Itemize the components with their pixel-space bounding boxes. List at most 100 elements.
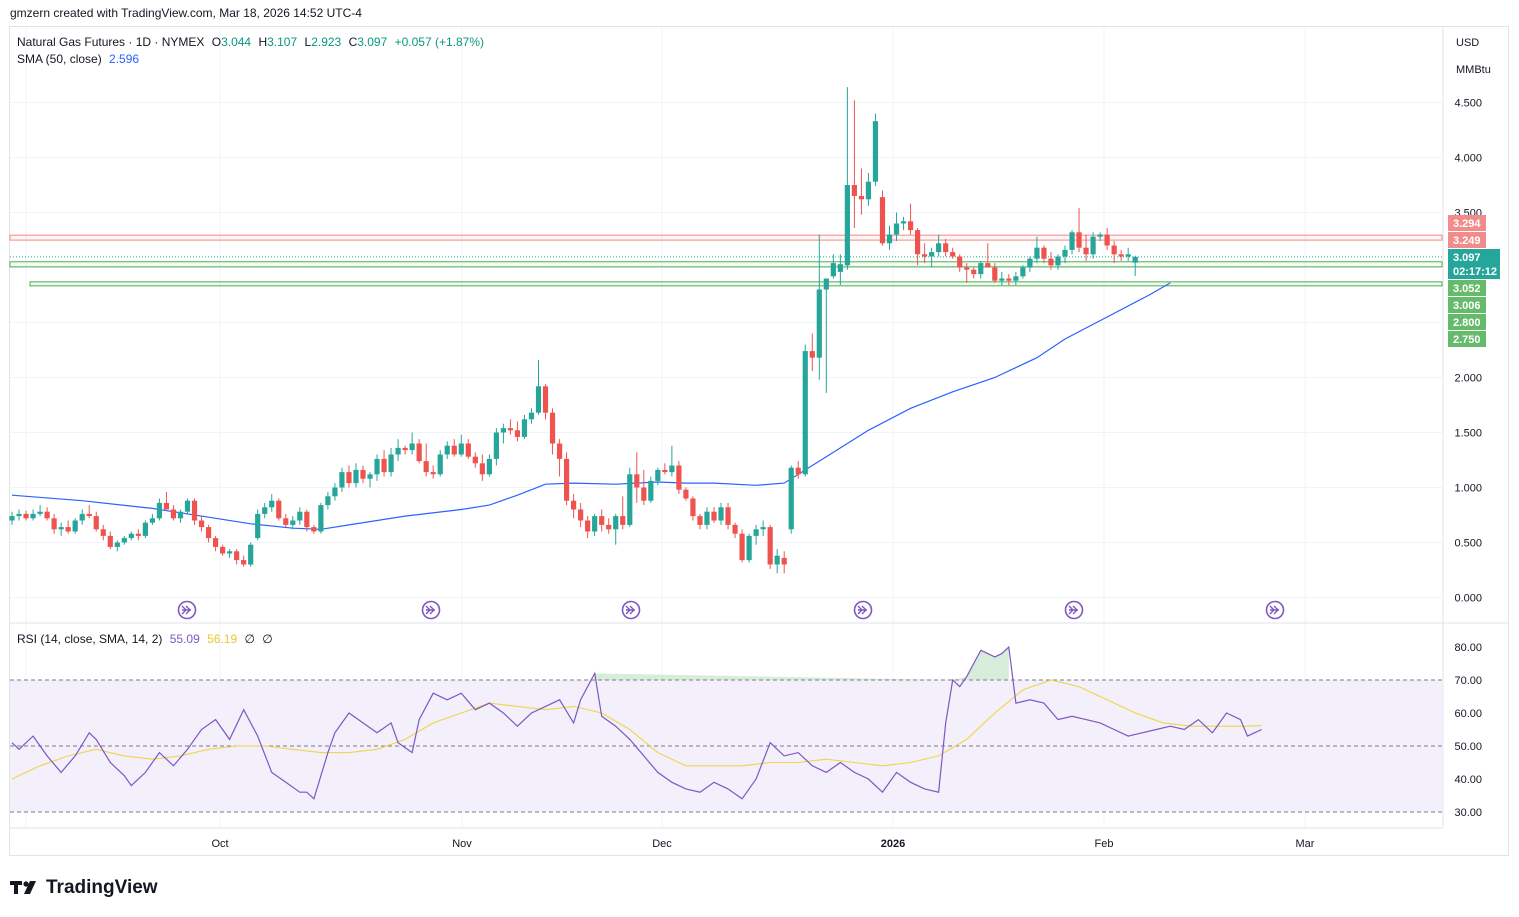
candle-body bbox=[500, 428, 506, 433]
candle-body bbox=[528, 412, 535, 420]
candle-body bbox=[156, 502, 163, 519]
candle-body bbox=[830, 263, 836, 277]
fast-forward-circle-icon[interactable] bbox=[177, 600, 197, 620]
grid-lines bbox=[10, 27, 1508, 829]
candle-body bbox=[486, 458, 492, 475]
candle-body bbox=[1118, 254, 1124, 257]
candle-body bbox=[711, 511, 717, 521]
candle-body bbox=[739, 533, 745, 561]
candle-body bbox=[332, 487, 338, 497]
candle-body bbox=[107, 535, 113, 547]
candle-body bbox=[269, 500, 275, 508]
fast-forward-circle-icon[interactable] bbox=[1064, 600, 1084, 620]
candle-body bbox=[620, 516, 626, 525]
candle-body bbox=[753, 529, 759, 536]
price-labels: 3.294 3.249 3.097 02:17:12 3.052 3.006 2.800 2.… bbox=[1448, 215, 1500, 347]
sma-legend: SMA (50, close) 2.596 bbox=[17, 52, 143, 66]
price-tick-label: 4.500 bbox=[1454, 98, 1482, 110]
candle-body bbox=[767, 527, 773, 565]
candle-body bbox=[30, 513, 36, 519]
candle-body bbox=[493, 432, 499, 459]
candle-body bbox=[669, 465, 675, 473]
low-value: 2.923 bbox=[311, 35, 342, 49]
tradingview-logo[interactable]: TradingView bbox=[10, 876, 158, 900]
candle-body bbox=[907, 221, 914, 231]
candle-body bbox=[416, 443, 422, 462]
tradingview-logo-icon bbox=[10, 876, 40, 900]
price-label-box bbox=[1448, 280, 1486, 296]
rsi-line bbox=[11, 645, 1262, 800]
candle-body bbox=[816, 289, 822, 358]
candle-body bbox=[585, 520, 591, 532]
candle-body bbox=[535, 386, 542, 413]
candle-body bbox=[44, 511, 50, 519]
candle-body bbox=[395, 447, 401, 455]
candle-body bbox=[1055, 256, 1061, 266]
support-zone bbox=[9, 261, 1443, 268]
candle-body bbox=[409, 443, 415, 451]
candle-body bbox=[514, 430, 521, 437]
price-tick-label: 0.500 bbox=[1454, 538, 1482, 550]
candle-body bbox=[648, 480, 654, 501]
fast-forward-circle-icon[interactable] bbox=[421, 600, 441, 620]
candle-body bbox=[634, 474, 640, 488]
candle-body bbox=[388, 454, 394, 473]
candle-body bbox=[662, 469, 668, 473]
candle-body bbox=[283, 518, 289, 525]
fast-forward-circle-icon[interactable] bbox=[1265, 600, 1285, 620]
fast-forward-circle-icon[interactable] bbox=[853, 600, 873, 620]
rsi-tick-label: 30.00 bbox=[1454, 807, 1482, 819]
candle-body bbox=[381, 458, 387, 473]
candle-body bbox=[205, 527, 212, 539]
price-legend: Natural Gas Futures · 1D · NYMEX O3.044 … bbox=[17, 35, 488, 49]
candle-body bbox=[23, 513, 29, 519]
candle-body bbox=[858, 196, 865, 200]
price-tick-label: 2.000 bbox=[1454, 373, 1482, 385]
candle-body bbox=[58, 527, 64, 530]
unit-label[interactable]: MMBtu bbox=[1456, 64, 1491, 76]
fast-forward-circle-icon[interactable] bbox=[621, 600, 641, 620]
candle-body bbox=[929, 252, 935, 257]
candle-body bbox=[1104, 234, 1110, 246]
candle-body bbox=[893, 223, 900, 235]
price-label-resistance: 3.294 bbox=[1453, 218, 1481, 230]
rsi-tick-label: 60.00 bbox=[1454, 708, 1482, 720]
candle-body bbox=[1083, 247, 1089, 255]
tradingview-logo-text: TradingView bbox=[46, 877, 158, 898]
change-value: +0.057 (+1.87%) bbox=[394, 35, 485, 49]
rsi-overbought-fill bbox=[594, 647, 1009, 680]
candle-body bbox=[100, 529, 106, 536]
sma-50-line bbox=[11, 282, 1171, 530]
candle-body bbox=[114, 542, 120, 547]
candle-body bbox=[725, 507, 731, 525]
candle-body bbox=[746, 535, 752, 561]
rsi-axis: 30.00 40.00 50.00 60.00 70.00 80.00 bbox=[1454, 642, 1482, 819]
price-zones bbox=[9, 234, 1443, 287]
price-label-box bbox=[1448, 232, 1486, 248]
candle-body bbox=[872, 121, 879, 182]
price-label-support: 3.052 bbox=[1453, 283, 1481, 295]
candle-body bbox=[177, 511, 184, 519]
support-zone-lower bbox=[29, 281, 1443, 287]
candle-body bbox=[957, 256, 963, 268]
currency-label[interactable]: USD bbox=[1456, 37, 1480, 49]
time-tick-label: 2026 bbox=[881, 838, 905, 850]
candle-body bbox=[346, 472, 352, 484]
candle-body bbox=[549, 412, 556, 444]
price-tick-label: 0.000 bbox=[1454, 593, 1482, 605]
rsi-legend: RSI (14, close, SMA, 14, 2) 55.09 56.19 … bbox=[17, 632, 277, 646]
price-tick-label: 1.500 bbox=[1454, 428, 1482, 440]
close-label: C bbox=[348, 35, 358, 49]
candle-body bbox=[1006, 278, 1012, 281]
close-value: 3.097 bbox=[357, 35, 388, 49]
price-label-box bbox=[1448, 215, 1486, 231]
candle-body bbox=[9, 516, 15, 521]
candle-body bbox=[304, 511, 310, 528]
candle-body bbox=[16, 513, 22, 517]
event-markers bbox=[177, 600, 1285, 620]
candle-body bbox=[135, 533, 141, 536]
candle-body bbox=[641, 487, 647, 501]
candle-body bbox=[592, 516, 598, 532]
candle-body bbox=[718, 507, 724, 521]
